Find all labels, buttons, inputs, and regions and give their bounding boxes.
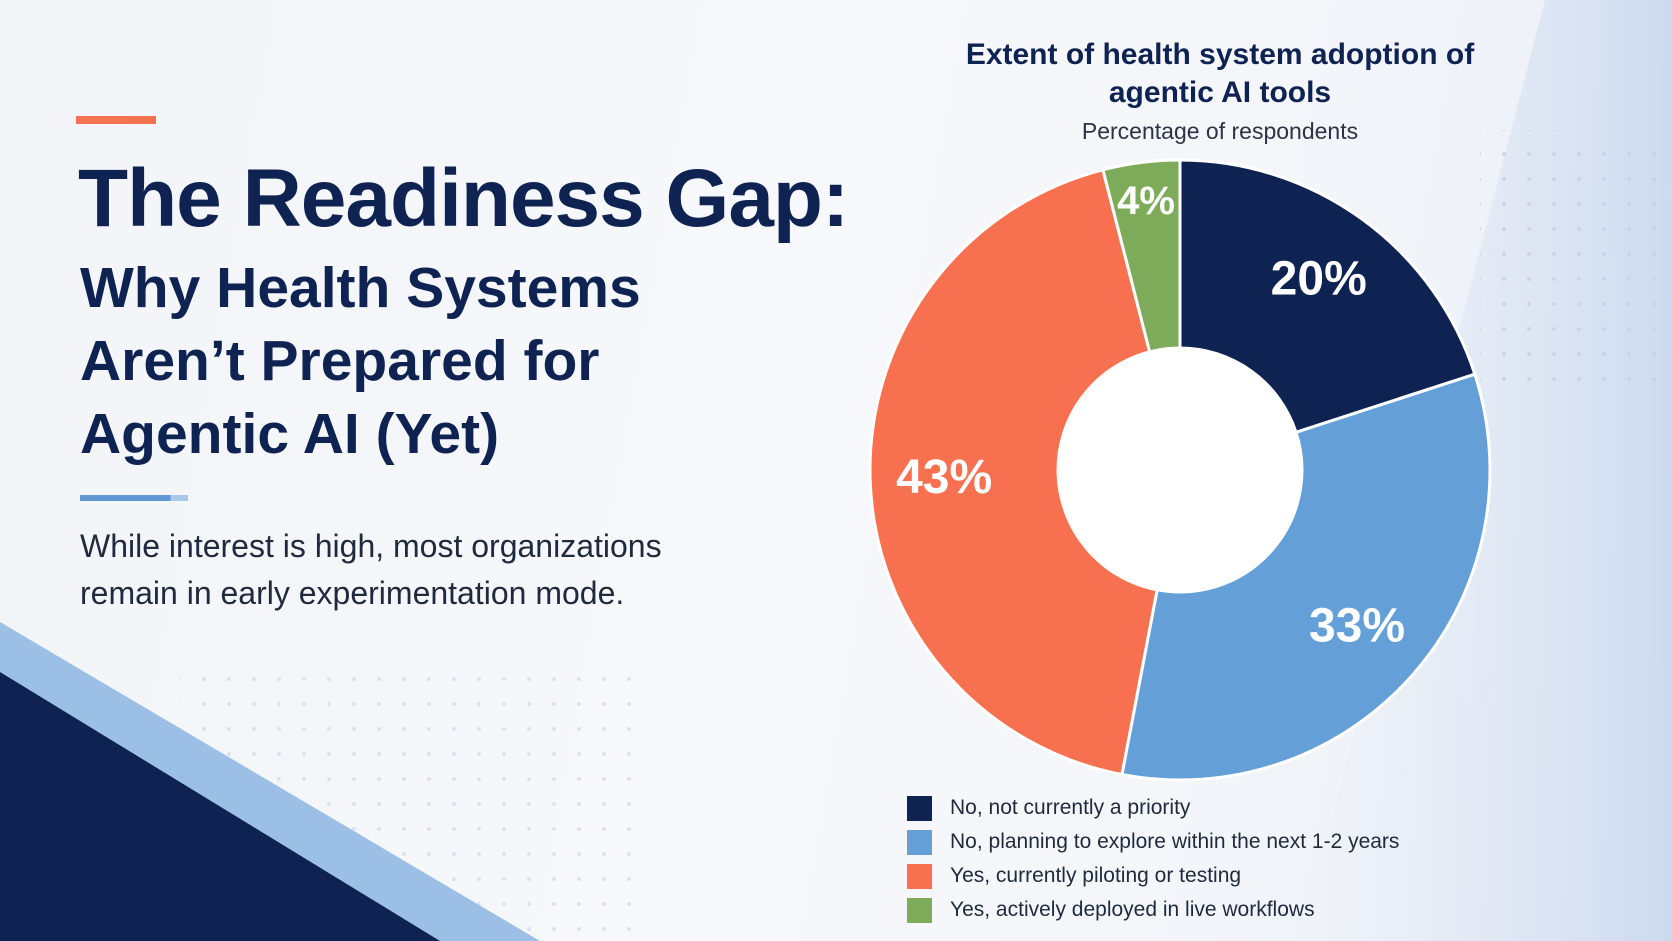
slice-data-label: 20% <box>1271 253 1367 306</box>
legend-item: Yes, currently piloting or testing <box>907 859 1399 893</box>
legend-item: No, not currently a priority <box>907 791 1399 825</box>
donut-hole <box>1058 348 1302 592</box>
legend-swatch <box>907 795 932 821</box>
legend-swatch <box>907 829 932 855</box>
chart-title: Extent of health system adoption of agen… <box>965 38 1475 109</box>
corner-navy-shape <box>0 672 440 941</box>
chart-subtitle: Percentage of respondents <box>1081 118 1359 144</box>
accent-bar <box>76 116 156 124</box>
legend-item: No, planning to explore within the next … <box>907 825 1399 859</box>
legend-label: Yes, actively deployed in live workflows <box>950 898 1315 921</box>
dot-grid-top-right <box>1480 130 1660 390</box>
headline-block: The Readiness Gap: Why Health Systems Ar… <box>76 116 849 617</box>
slice-data-label: 4% <box>1117 179 1175 223</box>
sub-title: Why Health Systems Aren’t Prepared for A… <box>80 256 641 467</box>
legend-label: No, not currently a priority <box>950 796 1191 819</box>
legend-item: Yes, actively deployed in live workflows <box>907 893 1399 927</box>
donut-chart: 20% 33% 43% 4% <box>868 158 1492 782</box>
pie-slice <box>1120 372 1492 782</box>
main-title: The Readiness Gap: <box>78 153 849 244</box>
legend-swatch <box>907 897 932 923</box>
title-rule <box>80 495 188 502</box>
lead-text: While interest is high, most organizatio… <box>80 528 662 612</box>
slice-data-label: 43% <box>896 451 992 504</box>
chart-legend: No, not currently a priority No, planning… <box>907 791 1399 927</box>
legend-label: No, planning to explore within the next … <box>950 830 1400 853</box>
legend-label: Yes, currently piloting or testing <box>950 864 1242 887</box>
slice-data-label: 33% <box>1309 600 1405 653</box>
legend-swatch <box>907 863 932 889</box>
